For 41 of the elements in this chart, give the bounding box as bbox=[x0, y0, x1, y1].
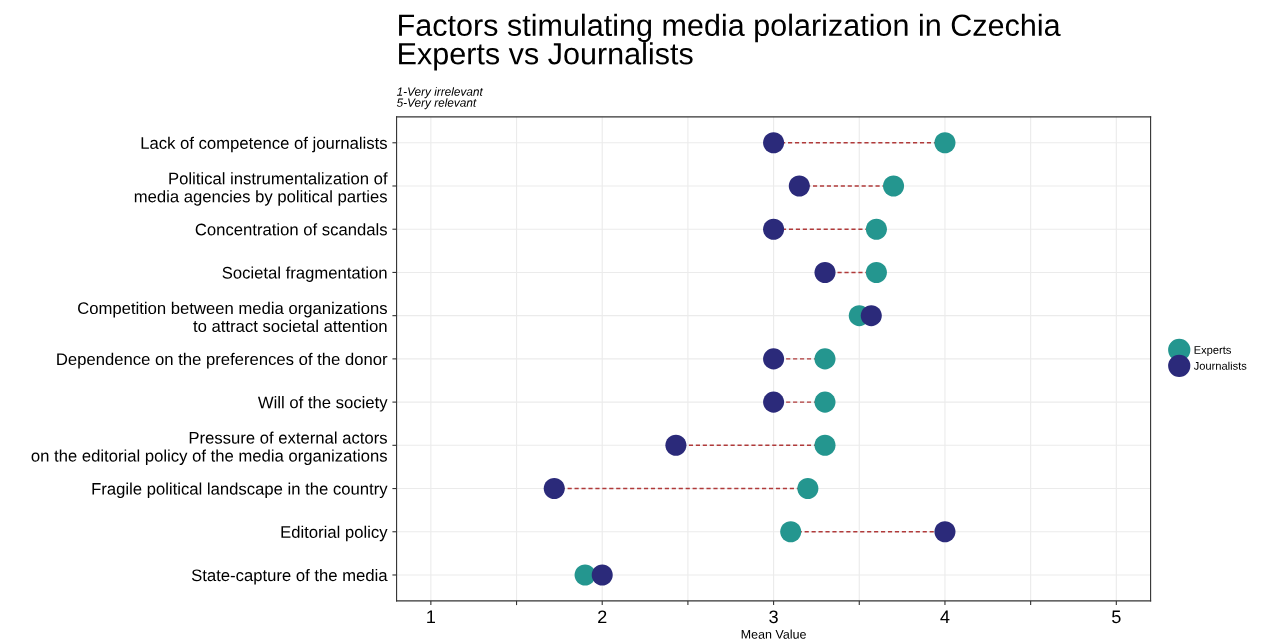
y-tick-label: Editorial policy bbox=[281, 525, 388, 542]
x-tick-label: 2 bbox=[598, 610, 607, 624]
y-tick-label: State-capture of the media bbox=[191, 568, 388, 585]
y-tick-label: Concentration of scandals bbox=[195, 223, 387, 236]
legend-label: Experts bbox=[1194, 346, 1231, 357]
point bbox=[865, 218, 887, 240]
x-tick-label: 1 bbox=[427, 610, 435, 624]
point bbox=[814, 391, 836, 413]
point bbox=[797, 478, 819, 500]
x-tick-label: 3 bbox=[769, 610, 778, 624]
point bbox=[763, 132, 785, 154]
y-tick-label: Will of the society bbox=[257, 396, 388, 412]
y-tick-label: Political instrumentalization of media agencies by political parties bbox=[134, 172, 388, 206]
point bbox=[763, 391, 785, 413]
x-axis-title: Mean Value bbox=[741, 629, 806, 639]
point bbox=[860, 305, 882, 327]
point bbox=[665, 434, 687, 456]
y-tick-label: Competition between media organizations to attract societal attention bbox=[78, 301, 387, 333]
point bbox=[763, 348, 785, 370]
x-tick-label: 4 bbox=[940, 610, 950, 624]
point bbox=[591, 564, 613, 586]
point bbox=[788, 175, 810, 197]
y-tick-label: Fragile political landscape in the country bbox=[92, 482, 388, 499]
point bbox=[883, 175, 905, 197]
chart-title: Factors stimulating media polarization in Czechia Experts vs Journalists bbox=[399, 13, 1061, 71]
point bbox=[543, 478, 565, 500]
legend-label: Journalists bbox=[1193, 361, 1247, 370]
point bbox=[865, 261, 887, 283]
x-tick-label: 5 bbox=[1112, 610, 1121, 624]
point bbox=[763, 218, 785, 240]
point bbox=[814, 434, 836, 456]
y-tick-label: Dependence on the preferences of the donor bbox=[57, 352, 388, 369]
point bbox=[814, 261, 836, 283]
point bbox=[934, 521, 956, 543]
point bbox=[934, 132, 956, 154]
y-tick-label: Lack of competence of journalists bbox=[141, 136, 387, 153]
point bbox=[780, 521, 802, 543]
point bbox=[814, 348, 836, 370]
y-tick-label: Societal fragmentation bbox=[222, 266, 387, 282]
chart-subtitle: 1-Very irrelevant 5-Very relevant bbox=[396, 87, 484, 110]
y-tick-label: Pressure of external actors on the editorial policy of the media organizations bbox=[31, 431, 387, 465]
